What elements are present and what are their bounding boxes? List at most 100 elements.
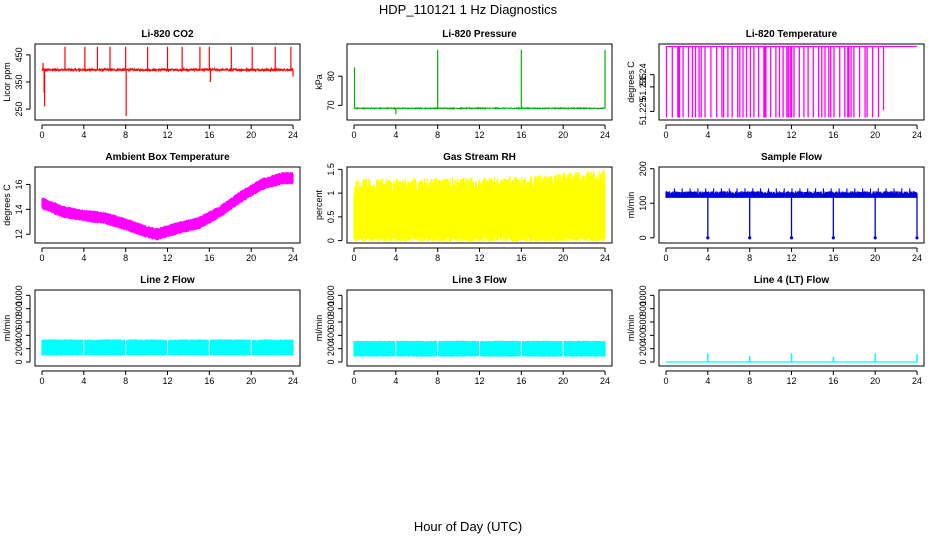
y-tick-label: 350 [14,74,24,89]
y-tick-label: 800 [638,301,648,316]
y-tick-label: 600 [326,314,336,329]
y-tick-label: 1 [326,191,336,196]
plot-frame [346,166,613,244]
x-tick-label: 4 [81,253,86,263]
x-tick-label: 0 [663,253,668,263]
panel-line4: Line 4 (LT) Flow 0 4 8 12 16 20 24 0 200400600800… [626,275,925,386]
y-axis-label: kPa [314,74,324,90]
panel-title: Li-820 Pressure [442,29,517,40]
y-tick-label: 1000 [14,285,24,305]
x-tick-label: 20 [870,376,880,386]
panel-licor_temp: Li-820 Temperature 0 4 8 12 16 20 24 51.22551.23… [626,29,925,140]
y-tick-label: 250 [14,102,24,117]
x-tick-label: 16 [204,376,214,386]
y-tick-label: 600 [638,314,648,329]
y-tick-label: 600 [14,314,24,329]
y-tick-label: 100 [638,196,648,211]
panel-rh: Gas Stream RH 0 4 8 12 16 20 24 0 0.5 1 1.5 percent [314,152,613,263]
panel-box_temp: Ambient Box Temperature 0 4 8 12 16 20 24 12 14 16… [2,152,301,263]
panel-title: Line 4 (LT) Flow [754,275,830,286]
x-tick-label: 12 [474,253,484,263]
panel-title: Line 2 Flow [140,275,195,286]
x-tick-label: 12 [474,376,484,386]
y-tick-label: 0 [638,359,648,364]
x-tick-label: 20 [558,130,568,140]
x-tick-label: 24 [912,253,922,263]
y-tick-label: 800 [14,301,24,316]
x-tick-label: 12 [786,253,796,263]
series-line2 [41,339,294,356]
x-tick-label: 12 [474,130,484,140]
x-tick-label: 16 [828,130,838,140]
series-box_temp [41,172,294,241]
x-tick-label: 4 [393,130,398,140]
x-tick-label: 8 [747,253,752,263]
x-tick-label: 16 [204,253,214,263]
panel-line3: Line 3 Flow 0 4 8 12 16 20 24 0 2004006008001000m… [314,275,613,386]
y-axis-label: degrees C [626,61,636,103]
dip-point [789,236,794,240]
x-tick-label: 20 [558,376,568,386]
x-tick-label: 0 [663,130,668,140]
y-tick-label: 400 [326,328,336,343]
series-licor_temp [665,45,917,118]
y-tick-label: 200 [638,341,648,356]
plot-frame [34,43,301,121]
x-tick-label: 12 [786,376,796,386]
y-tick-label: 0 [14,359,24,364]
x-tick-label: 8 [123,130,128,140]
y-tick-label: 51.235 [638,73,648,101]
x-tick-label: 12 [162,253,172,263]
switch-lines [665,46,880,118]
plot-frame [34,166,301,244]
x-tick-label: 16 [828,376,838,386]
panel-title: Ambient Box Temperature [105,152,230,163]
panel-title: Line 3 Flow [452,275,507,286]
x-tick-label: 0 [39,253,44,263]
y-tick-label: 80 [326,71,336,81]
y-tick-label: 51.225 [638,98,648,126]
y-axis: 12 14 16 [14,179,31,239]
panel-title: Gas Stream RH [443,152,516,163]
x-tick-label: 24 [600,253,610,263]
x-tick-label: 4 [705,130,710,140]
series-line4 [666,353,918,363]
y-tick-label: 1000 [326,285,336,305]
x-tick-label: 20 [246,376,256,386]
flow-band [41,339,294,356]
y-tick-label: 0 [326,359,336,364]
x-tick-label: 4 [81,130,86,140]
data-line [353,106,606,111]
x-tick-label: 24 [288,130,298,140]
x-tick-label: 20 [246,130,256,140]
panel-sample_flow: Sample Flow 0 4 8 12 16 20 24 0 100 200 ml/min [626,152,925,263]
y-tick-label: 400 [14,328,24,343]
x-tick-label: 20 [558,253,568,263]
dip-point [915,236,919,240]
y-tick-label: 16 [14,179,24,189]
x-tick-label: 24 [600,130,610,140]
x-tick-label: 8 [747,376,752,386]
x-tick-label: 0 [351,376,356,386]
y-tick-label: 70 [326,100,336,110]
x-tick-label: 8 [123,253,128,263]
x-tick-label: 0 [351,130,356,140]
x-tick-label: 4 [393,376,398,386]
x-tick-label: 24 [912,376,922,386]
y-tick-label: 400 [638,328,648,343]
dip-point [831,236,835,240]
x-tick-label: 16 [204,130,214,140]
x-tick-label: 8 [435,130,440,140]
y-tick-label: 0 [638,235,648,240]
series-co2 [41,46,294,116]
plot-frame [658,289,925,367]
y-tick-label: 450 [14,47,24,62]
y-axis-label: ml/min [2,315,12,342]
